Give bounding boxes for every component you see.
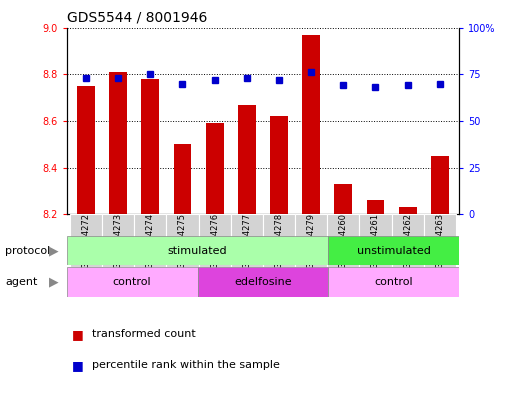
Bar bbox=[334, 184, 352, 214]
Bar bbox=[327, 214, 360, 267]
Text: GSM1084273: GSM1084273 bbox=[114, 213, 123, 269]
Text: GSM1084263: GSM1084263 bbox=[436, 213, 444, 269]
Bar bbox=[77, 86, 95, 214]
Text: GDS5544 / 8001946: GDS5544 / 8001946 bbox=[67, 11, 207, 25]
Text: unstimulated: unstimulated bbox=[357, 246, 431, 255]
Bar bbox=[431, 156, 449, 214]
Text: percentile rank within the sample: percentile rank within the sample bbox=[92, 360, 280, 371]
Bar bbox=[328, 267, 459, 297]
Bar bbox=[360, 214, 391, 267]
Bar bbox=[67, 236, 328, 265]
Text: ▶: ▶ bbox=[49, 275, 58, 288]
Text: GSM1084274: GSM1084274 bbox=[146, 213, 155, 269]
Text: control: control bbox=[374, 277, 413, 287]
Bar bbox=[198, 267, 328, 297]
Text: edelfosine: edelfosine bbox=[234, 277, 292, 287]
Bar bbox=[142, 79, 159, 214]
Bar bbox=[109, 72, 127, 214]
Bar bbox=[424, 214, 456, 267]
Text: ▶: ▶ bbox=[49, 244, 58, 257]
Bar bbox=[367, 200, 384, 214]
Bar bbox=[238, 105, 255, 214]
Bar bbox=[231, 214, 263, 267]
Text: ■: ■ bbox=[72, 327, 84, 341]
Bar bbox=[399, 207, 417, 214]
Bar bbox=[391, 214, 424, 267]
Text: GSM1084272: GSM1084272 bbox=[82, 213, 90, 269]
Text: protocol: protocol bbox=[5, 246, 50, 255]
Bar bbox=[270, 116, 288, 214]
Bar bbox=[102, 214, 134, 267]
Text: GSM1084260: GSM1084260 bbox=[339, 213, 348, 269]
Text: GSM1084262: GSM1084262 bbox=[403, 213, 412, 269]
Bar bbox=[328, 236, 459, 265]
Bar bbox=[302, 35, 320, 214]
Bar bbox=[134, 214, 166, 267]
Text: GSM1084261: GSM1084261 bbox=[371, 213, 380, 269]
Bar bbox=[70, 214, 102, 267]
Text: agent: agent bbox=[5, 277, 37, 287]
Bar bbox=[263, 214, 295, 267]
Bar bbox=[206, 123, 224, 214]
Text: ■: ■ bbox=[72, 359, 84, 372]
Bar bbox=[199, 214, 231, 267]
Text: GSM1084278: GSM1084278 bbox=[274, 213, 284, 269]
Text: transformed count: transformed count bbox=[92, 329, 196, 339]
Text: GSM1084279: GSM1084279 bbox=[307, 213, 315, 269]
Text: control: control bbox=[113, 277, 151, 287]
Bar bbox=[295, 214, 327, 267]
Text: GSM1084277: GSM1084277 bbox=[242, 213, 251, 269]
Bar bbox=[173, 144, 191, 214]
Text: stimulated: stimulated bbox=[168, 246, 227, 255]
Text: GSM1084275: GSM1084275 bbox=[178, 213, 187, 269]
Text: GSM1084276: GSM1084276 bbox=[210, 213, 219, 269]
Bar bbox=[166, 214, 199, 267]
Bar bbox=[67, 267, 198, 297]
